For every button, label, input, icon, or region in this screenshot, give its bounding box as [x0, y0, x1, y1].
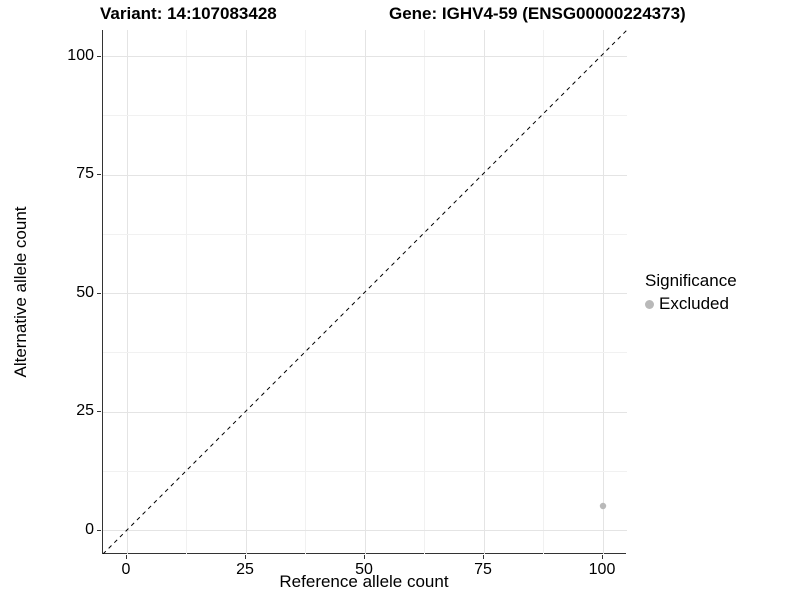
y-tick-75 — [97, 174, 101, 175]
gridline-y-25 — [103, 412, 627, 413]
legend-title: Significance — [645, 271, 737, 290]
gridline-y-100 — [103, 56, 627, 57]
x-tick-label: 0 — [121, 561, 131, 578]
gridline-x-100 — [603, 30, 604, 554]
plot-title-gene: Gene: IGHV4-59 (ENSG00000224373) — [389, 4, 686, 23]
legend-item-label: Excluded — [659, 294, 729, 313]
x-tick-0 — [126, 555, 127, 559]
x-tick-100 — [602, 555, 603, 559]
x-tick-50 — [364, 555, 365, 559]
x-tick-label: 25 — [236, 561, 254, 578]
gridline-x-25 — [246, 30, 247, 554]
y-tick-50 — [97, 293, 101, 294]
y-tick-label: 0 — [85, 521, 94, 538]
gridline-y-50 — [103, 293, 627, 294]
legend-item-excluded: Excluded — [645, 294, 737, 314]
plot-layer — [103, 30, 627, 554]
y-tick-label: 50 — [76, 284, 94, 301]
gridline-x-0 — [127, 30, 128, 554]
gridline-x-minor — [305, 30, 306, 554]
x-tick-75 — [483, 555, 484, 559]
gridline-y-minor — [103, 115, 627, 116]
y-tick-0 — [97, 530, 101, 531]
y-axis-title: Alternative allele count — [11, 206, 30, 378]
plot-panel — [102, 30, 627, 554]
legend: Significance Excluded — [645, 271, 737, 314]
y-tick-label: 25 — [76, 402, 94, 419]
y-tick-label: 100 — [67, 47, 94, 64]
x-tick-label: 100 — [588, 561, 616, 578]
gridline-x-75 — [484, 30, 485, 554]
y-tick-100 — [97, 56, 101, 57]
x-tick-label: 75 — [474, 561, 492, 578]
plot-title-variant: Variant: 14:107083428 — [100, 4, 277, 23]
gridline-y-minor — [103, 352, 627, 353]
gridline-x-minor — [186, 30, 187, 554]
x-tick-label: 50 — [355, 561, 373, 578]
y-tick-25 — [97, 411, 101, 412]
gridline-x-minor — [424, 30, 425, 554]
gridline-y-minor — [103, 234, 627, 235]
gridline-y-minor — [103, 471, 627, 472]
gridline-y-0 — [103, 530, 627, 531]
gridline-y-75 — [103, 175, 627, 176]
data-point-excluded — [599, 502, 607, 510]
y-tick-label: 75 — [76, 165, 94, 182]
x-axis-title: Reference allele count — [279, 572, 449, 591]
identity-dashed-line — [103, 30, 627, 554]
gridline-x-minor — [543, 30, 544, 554]
legend-point-icon — [645, 299, 654, 309]
x-tick-25 — [245, 555, 246, 559]
